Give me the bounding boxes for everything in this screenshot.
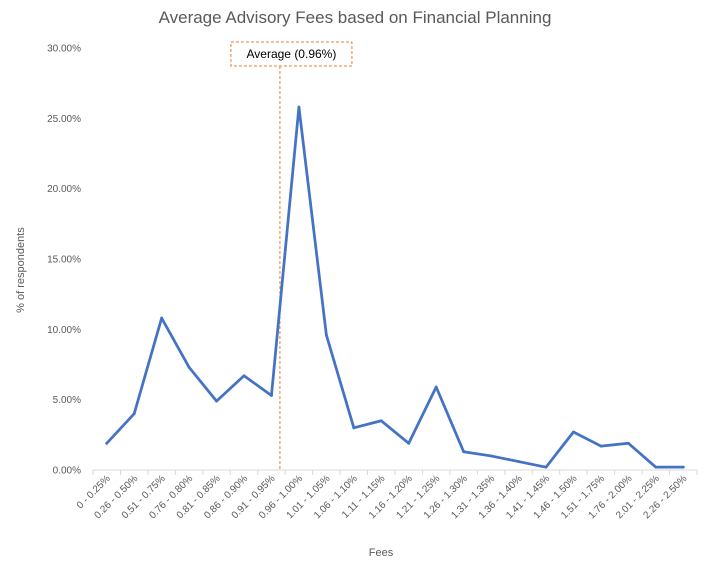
data-point	[517, 460, 520, 463]
data-point	[215, 399, 218, 403]
data-point	[352, 426, 356, 430]
data-point	[462, 450, 466, 454]
data-point	[379, 419, 383, 423]
y-tick-label: 15.00%	[47, 255, 81, 266]
data-point	[132, 412, 136, 416]
data-point	[187, 365, 191, 369]
y-tick-label: 20.00%	[47, 184, 81, 195]
y-tick-label: 0.00%	[53, 466, 81, 477]
y-tick-label: 30.00%	[47, 44, 81, 55]
data-point	[270, 394, 273, 397]
data-point	[544, 465, 548, 469]
data-point	[324, 333, 328, 337]
data-point	[407, 441, 411, 445]
data-point	[434, 385, 438, 389]
data-point	[105, 441, 109, 445]
y-axis-title: % of respondents	[15, 227, 27, 313]
average-label: Average (0.96%)	[247, 47, 337, 61]
y-axis: 0.00% 5.00% 10.00% 15.00% 20.00% 25.00% 30.00%	[47, 44, 81, 477]
chart-title: Average Advisory Fees based on Financial…	[159, 8, 552, 27]
y-tick-label: 10.00%	[47, 325, 81, 336]
data-point	[242, 374, 246, 378]
data-point	[489, 454, 493, 458]
y-tick-label: 25.00%	[47, 114, 81, 125]
series-line	[105, 105, 685, 469]
average-label-box	[230, 41, 353, 67]
x-axis-title: Fees	[369, 547, 394, 559]
data-point	[654, 465, 658, 469]
data-point	[599, 444, 603, 448]
data-point	[297, 105, 301, 109]
data-point	[160, 316, 164, 320]
data-point	[626, 441, 630, 445]
average-annotation: Average (0.96%)	[230, 41, 353, 470]
y-tick-label: 5.00%	[53, 395, 81, 406]
x-axis: 0 - 0.25%0.26 - 0.50%0.51 - 0.75%0.76 - …	[75, 470, 698, 521]
series-layer	[105, 105, 685, 469]
data-point	[681, 465, 685, 469]
data-point	[572, 430, 575, 434]
